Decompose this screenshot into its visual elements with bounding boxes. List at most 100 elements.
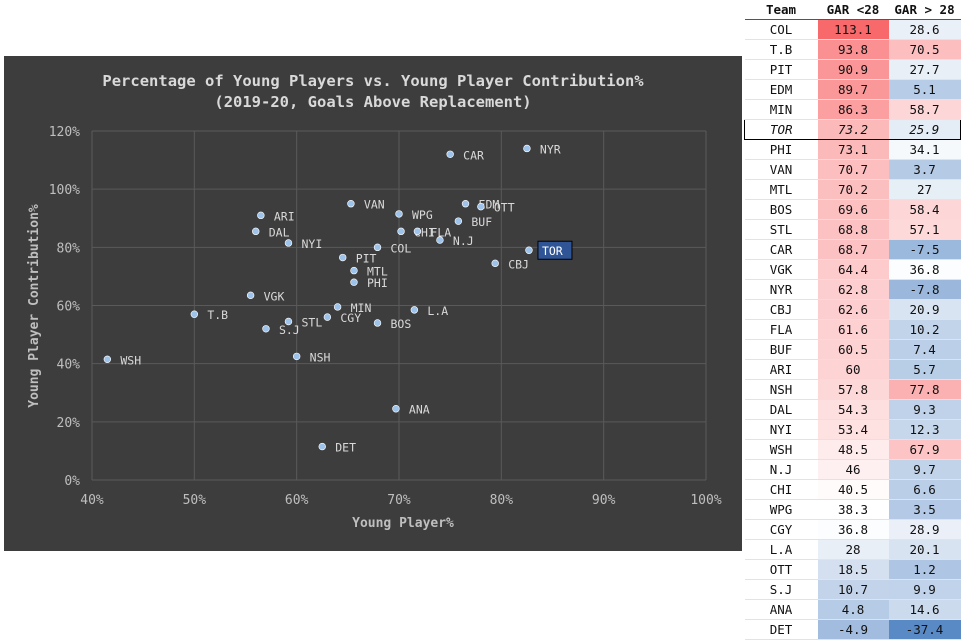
chart-background bbox=[4, 56, 742, 551]
data-point bbox=[333, 303, 342, 311]
data-point bbox=[339, 253, 347, 262]
data-point bbox=[350, 278, 358, 286]
data-point bbox=[436, 236, 444, 244]
cell-team: MIN bbox=[744, 99, 818, 120]
cell-team: PHI bbox=[744, 139, 818, 160]
cell-gar-over-28: 34.1 bbox=[888, 139, 961, 160]
cell-gar-over-28: 5.7 bbox=[888, 359, 961, 380]
data-label: FLA bbox=[430, 225, 451, 239]
cell-team: ARI bbox=[744, 359, 818, 380]
cell-gar-over-28: 12.3 bbox=[888, 419, 961, 440]
cell-gar-over-28: 25.9 bbox=[888, 119, 961, 140]
data-point bbox=[246, 291, 255, 300]
data-label: OTT bbox=[494, 201, 515, 215]
table-row: OTT 18.5 1.2 bbox=[744, 559, 961, 580]
y-tick-label: 120% bbox=[49, 125, 80, 140]
data-point bbox=[461, 200, 470, 208]
data-label: WSH bbox=[120, 353, 141, 367]
table-row: CAR 68.7 -7.5 bbox=[744, 239, 961, 260]
x-axis-label: Young Player% bbox=[352, 516, 454, 531]
data-label: VGK bbox=[264, 289, 285, 303]
cell-gar-under-28: -4.9 bbox=[817, 619, 889, 640]
data-label: NYR bbox=[540, 142, 561, 156]
table-row: MTL 70.2 27 bbox=[744, 179, 961, 200]
data-label: PIT bbox=[356, 252, 377, 266]
table-row: NYR 62.8 -7.8 bbox=[744, 279, 961, 300]
cell-team: CBJ bbox=[744, 299, 818, 320]
cell-team: EDM bbox=[744, 79, 818, 100]
table-row: NYI 53.4 12.3 bbox=[744, 419, 961, 440]
table-row: COL 113.1 28.6 bbox=[744, 19, 961, 40]
data-label: ARI bbox=[274, 209, 295, 223]
table-row: WSH 48.5 67.9 bbox=[744, 439, 961, 460]
chart-title: Percentage of Young Players vs. Young Pl… bbox=[102, 72, 644, 90]
cell-gar-over-28: 27.7 bbox=[888, 59, 961, 80]
cell-team: OTT bbox=[744, 559, 818, 580]
table-row: CHI 40.5 6.6 bbox=[744, 479, 961, 500]
cell-gar-under-28: 4.8 bbox=[817, 599, 889, 620]
data-label: STL bbox=[301, 315, 322, 329]
cell-gar-under-28: 73.1 bbox=[817, 139, 889, 160]
cell-gar-under-28: 68.8 bbox=[817, 219, 889, 240]
table-row: ANA 4.8 14.6 bbox=[744, 599, 961, 620]
data-point bbox=[103, 355, 112, 364]
table-row: VGK 64.4 36.8 bbox=[744, 259, 961, 280]
data-label: T.B bbox=[207, 308, 228, 322]
cell-gar-over-28: 10.2 bbox=[888, 319, 961, 340]
cell-team: NSH bbox=[744, 379, 818, 400]
data-label: CAR bbox=[463, 148, 484, 162]
cell-team: FLA bbox=[744, 319, 818, 340]
table-row: MIN 86.3 58.7 bbox=[744, 99, 961, 120]
data-label: ANA bbox=[409, 403, 430, 417]
data-label: S.J bbox=[279, 323, 300, 337]
cell-gar-over-28: 36.8 bbox=[888, 259, 961, 280]
table-header-row: Team GAR <28 GAR > 28 bbox=[744, 0, 961, 20]
cell-team: L.A bbox=[744, 539, 818, 560]
y-tick-label: 20% bbox=[57, 416, 81, 431]
cell-gar-over-28: 9.3 bbox=[888, 399, 961, 420]
cell-gar-under-28: 113.1 bbox=[817, 19, 889, 40]
cell-gar-over-28: 58.4 bbox=[888, 199, 961, 220]
table-row: PIT 90.9 27.7 bbox=[744, 59, 961, 80]
cell-gar-over-28: 6.6 bbox=[888, 479, 961, 500]
data-label: L.A bbox=[427, 304, 448, 318]
header-gar-under-28: GAR <28 bbox=[817, 0, 889, 20]
cell-team: VAN bbox=[744, 159, 818, 180]
cell-gar-over-28: 67.9 bbox=[888, 439, 961, 460]
header-gar-over-28: GAR > 28 bbox=[888, 0, 961, 20]
table-row: CGY 36.8 28.9 bbox=[744, 519, 961, 540]
table-row: T.B 93.8 70.5 bbox=[744, 39, 961, 60]
cell-team: CHI bbox=[744, 479, 818, 500]
data-point bbox=[373, 243, 382, 252]
cell-gar-over-28: -7.8 bbox=[888, 279, 961, 300]
cell-gar-over-28: 77.8 bbox=[888, 379, 961, 400]
cell-gar-under-28: 90.9 bbox=[817, 59, 889, 80]
cell-gar-over-28: -37.4 bbox=[888, 619, 961, 640]
data-label: CGY bbox=[340, 311, 361, 325]
data-label: TOR bbox=[542, 244, 563, 258]
cell-gar-over-28: 9.9 bbox=[888, 579, 961, 600]
gar-table-panel: Team GAR <28 GAR > 28 COL 113.1 28.6 T.B 93.… bbox=[744, 0, 964, 640]
cell-gar-over-28: 58.7 bbox=[888, 99, 961, 120]
cell-gar-under-28: 89.7 bbox=[817, 79, 889, 100]
cell-gar-over-28: -7.5 bbox=[888, 239, 961, 260]
cell-gar-under-28: 86.3 bbox=[817, 99, 889, 120]
table-row: EDM 89.7 5.1 bbox=[744, 79, 961, 100]
table-row: VAN 70.7 3.7 bbox=[744, 159, 961, 180]
cell-team: DET bbox=[744, 619, 818, 640]
cell-gar-over-28: 28.9 bbox=[888, 519, 961, 540]
x-tick-label: 80% bbox=[490, 493, 514, 508]
cell-gar-over-28: 14.6 bbox=[888, 599, 961, 620]
cell-gar-under-28: 70.2 bbox=[817, 179, 889, 200]
cell-team: ANA bbox=[744, 599, 818, 620]
cell-gar-over-28: 27 bbox=[888, 179, 961, 200]
grid-lines bbox=[91, 130, 707, 481]
data-label: MIN bbox=[351, 301, 372, 315]
table-row: CBJ 62.6 20.9 bbox=[744, 299, 961, 320]
cell-team: S.J bbox=[744, 579, 818, 600]
data-label: VAN bbox=[364, 198, 385, 212]
header-team: Team bbox=[744, 0, 818, 20]
cell-gar-under-28: 62.6 bbox=[817, 299, 889, 320]
cell-team: DAL bbox=[744, 399, 818, 420]
y-tick-label: 40% bbox=[57, 358, 81, 373]
